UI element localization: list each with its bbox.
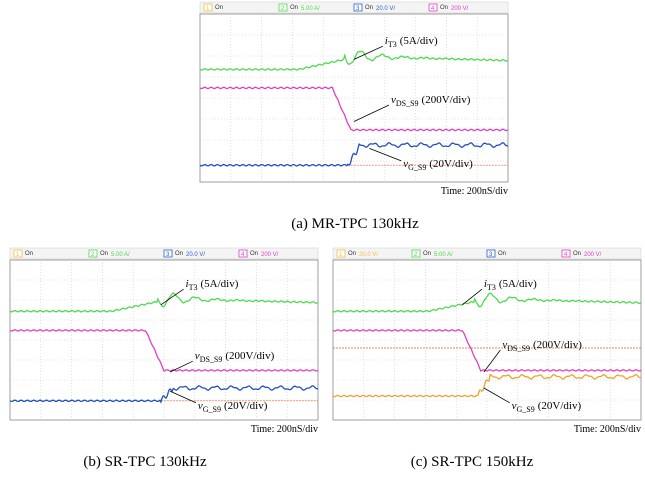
- time-scale: Time: 200nS/div: [574, 424, 641, 435]
- channel-state: On: [498, 251, 506, 257]
- channel-scale: 5.00 A/: [111, 252, 130, 258]
- scale: (5A/div): [201, 278, 239, 290]
- subscript: DS_S9: [200, 355, 223, 364]
- scale: (5A/div): [499, 278, 537, 290]
- channel-scale: 20.0 V/: [186, 252, 205, 258]
- channel-state: On: [290, 5, 298, 11]
- subscript: T3: [388, 40, 397, 49]
- caption: (c) SR-TPC 150kHz: [411, 454, 534, 470]
- scale: (200V/div): [225, 350, 274, 362]
- channel-state: On: [215, 5, 223, 11]
- channel-scale: 200 V/: [261, 252, 279, 258]
- channel-state: On: [423, 251, 431, 257]
- channel-scale: 200 V/: [451, 6, 469, 12]
- channel-scale: 20.0 V/: [359, 252, 378, 258]
- figure: 1On2On5.00 A/3On20.0 V/4On200 V/iT3(5A/d…: [0, 0, 645, 481]
- subscript: DS_S9: [396, 99, 419, 108]
- scale: (20V/div): [538, 400, 582, 412]
- channel-scale: 5.00 A/: [434, 252, 453, 258]
- time-scale: Time: 200nS/div: [251, 424, 318, 435]
- subscript: G_S9: [408, 163, 426, 172]
- channel-state: On: [573, 251, 581, 257]
- subscript: T3: [189, 283, 198, 292]
- subscript: G_S9: [203, 405, 221, 414]
- channel-scale: 20.0 V/: [376, 6, 395, 12]
- scale: (20V/div): [224, 400, 268, 412]
- scale: (200V/div): [422, 94, 471, 106]
- subscript: T3: [487, 283, 496, 292]
- channel-state: On: [175, 251, 183, 257]
- caption: (b) SR-TPC 130kHz: [83, 454, 207, 470]
- time-scale: Time: 200nS/div: [441, 186, 508, 197]
- channel-state: On: [365, 5, 373, 11]
- subscript: G_S9: [517, 405, 535, 414]
- channel-state: On: [25, 251, 33, 257]
- channel-state: On: [440, 5, 448, 11]
- scale: (5A/div): [400, 35, 438, 47]
- channel-state: On: [250, 251, 258, 257]
- scale: (200V/div): [533, 339, 582, 351]
- channel-state: On: [100, 251, 108, 257]
- channel-scale: 5.00 A/: [301, 6, 320, 12]
- subscript: DS_S9: [507, 344, 530, 353]
- caption: (a) MR-TPC 130kHz: [291, 216, 419, 232]
- channel-scale: 200 V/: [584, 252, 602, 258]
- channel-state: On: [348, 251, 356, 257]
- scale: (20V/div): [429, 158, 473, 170]
